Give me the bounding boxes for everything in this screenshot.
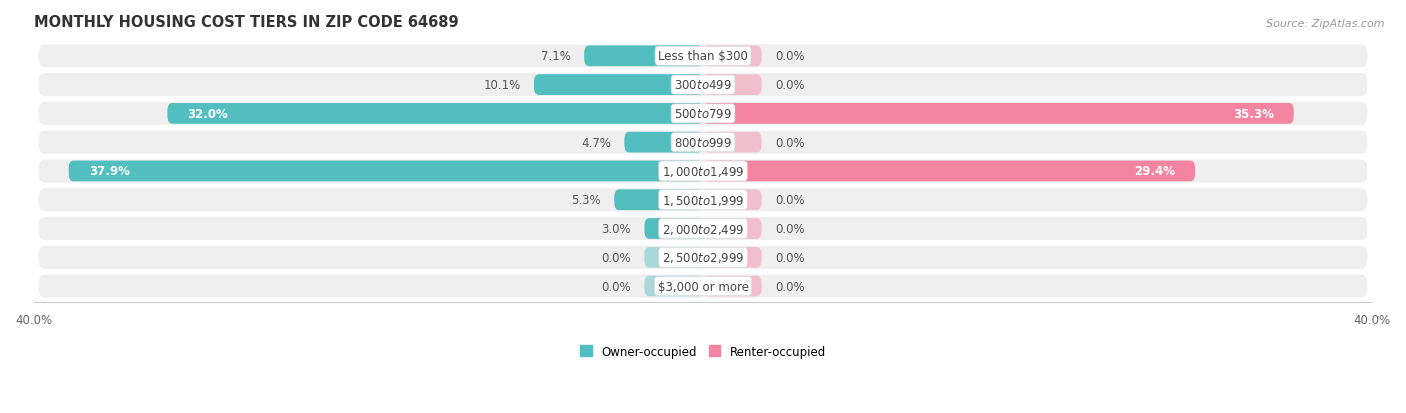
FancyBboxPatch shape — [38, 160, 1368, 183]
Text: $3,000 or more: $3,000 or more — [658, 280, 748, 293]
FancyBboxPatch shape — [38, 275, 1368, 298]
FancyBboxPatch shape — [38, 218, 1368, 240]
Text: 0.0%: 0.0% — [602, 251, 631, 264]
FancyBboxPatch shape — [624, 133, 703, 153]
Text: 32.0%: 32.0% — [187, 108, 228, 121]
Text: 3.0%: 3.0% — [602, 223, 631, 235]
Text: $500 to $799: $500 to $799 — [673, 108, 733, 121]
Text: 0.0%: 0.0% — [775, 280, 804, 293]
FancyBboxPatch shape — [703, 190, 762, 211]
FancyBboxPatch shape — [703, 218, 762, 239]
Text: $1,000 to $1,499: $1,000 to $1,499 — [662, 164, 744, 178]
FancyBboxPatch shape — [167, 104, 703, 124]
Text: 0.0%: 0.0% — [775, 79, 804, 92]
FancyBboxPatch shape — [644, 247, 703, 268]
FancyBboxPatch shape — [644, 276, 703, 297]
Text: $2,000 to $2,499: $2,000 to $2,499 — [662, 222, 744, 236]
FancyBboxPatch shape — [703, 247, 762, 268]
Text: $300 to $499: $300 to $499 — [673, 79, 733, 92]
Legend: Owner-occupied, Renter-occupied: Owner-occupied, Renter-occupied — [579, 345, 827, 358]
FancyBboxPatch shape — [614, 190, 703, 211]
Text: 0.0%: 0.0% — [775, 223, 804, 235]
Text: 5.3%: 5.3% — [571, 194, 600, 207]
Text: 0.0%: 0.0% — [602, 280, 631, 293]
Text: $1,500 to $1,999: $1,500 to $1,999 — [662, 193, 744, 207]
FancyBboxPatch shape — [69, 161, 703, 182]
FancyBboxPatch shape — [644, 218, 703, 239]
FancyBboxPatch shape — [38, 102, 1368, 126]
FancyBboxPatch shape — [703, 75, 762, 96]
FancyBboxPatch shape — [38, 74, 1368, 97]
FancyBboxPatch shape — [583, 46, 703, 67]
Text: $800 to $999: $800 to $999 — [673, 136, 733, 150]
Text: Less than $300: Less than $300 — [658, 50, 748, 63]
FancyBboxPatch shape — [703, 276, 762, 297]
Text: 10.1%: 10.1% — [484, 79, 520, 92]
Text: 0.0%: 0.0% — [775, 194, 804, 207]
FancyBboxPatch shape — [38, 45, 1368, 68]
Text: 0.0%: 0.0% — [775, 50, 804, 63]
Text: MONTHLY HOUSING COST TIERS IN ZIP CODE 64689: MONTHLY HOUSING COST TIERS IN ZIP CODE 6… — [34, 15, 458, 30]
FancyBboxPatch shape — [703, 46, 762, 67]
Text: 7.1%: 7.1% — [541, 50, 571, 63]
Text: 35.3%: 35.3% — [1233, 108, 1274, 121]
Text: Source: ZipAtlas.com: Source: ZipAtlas.com — [1267, 19, 1385, 28]
Text: 29.4%: 29.4% — [1135, 165, 1175, 178]
Text: 37.9%: 37.9% — [89, 165, 129, 178]
FancyBboxPatch shape — [38, 189, 1368, 212]
FancyBboxPatch shape — [703, 133, 762, 153]
FancyBboxPatch shape — [38, 131, 1368, 154]
FancyBboxPatch shape — [534, 75, 703, 96]
Text: 0.0%: 0.0% — [775, 251, 804, 264]
Text: $2,500 to $2,999: $2,500 to $2,999 — [662, 251, 744, 265]
Text: 0.0%: 0.0% — [775, 136, 804, 150]
FancyBboxPatch shape — [703, 104, 1294, 124]
Text: 4.7%: 4.7% — [581, 136, 612, 150]
FancyBboxPatch shape — [38, 246, 1368, 269]
FancyBboxPatch shape — [703, 161, 1195, 182]
